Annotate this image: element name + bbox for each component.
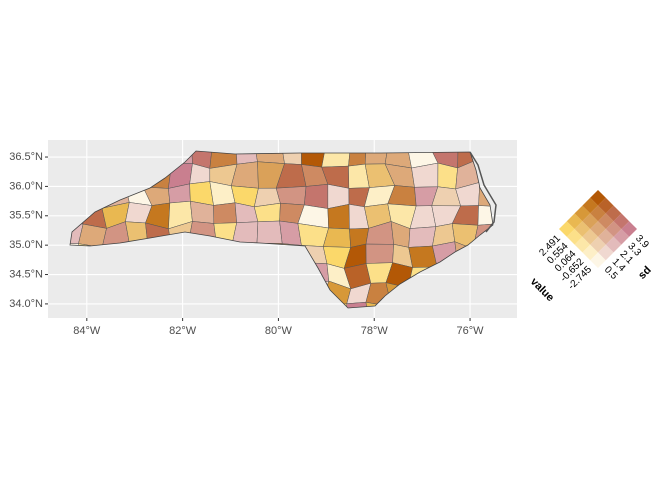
x-tick-label: 78°W <box>361 325 389 337</box>
legend-cell <box>598 197 614 214</box>
x-tick-label: 76°W <box>457 325 485 337</box>
county <box>256 220 283 244</box>
county <box>408 245 438 268</box>
legend-x-title: value <box>528 276 556 304</box>
county <box>365 243 394 264</box>
legend-cell <box>590 221 606 237</box>
legend-cell <box>598 229 614 245</box>
state-outline <box>69 150 494 309</box>
y-tick-label: 35.5°N <box>9 210 43 222</box>
y-tick-label: 35.0°N <box>9 239 43 251</box>
outer-banks <box>469 151 497 233</box>
legend-cell <box>582 213 598 229</box>
y-tick-label: 34.5°N <box>9 268 43 280</box>
county <box>327 203 350 230</box>
county <box>477 205 493 226</box>
legend-cell <box>574 221 591 237</box>
legend-cell <box>582 229 598 245</box>
legend-cell <box>590 190 606 206</box>
legend-cell <box>574 236 591 253</box>
legend-cell <box>559 221 575 237</box>
county <box>345 301 371 308</box>
legend-cell <box>598 244 614 261</box>
legend-cell <box>605 205 622 222</box>
county <box>275 186 307 206</box>
legend-cell <box>590 236 606 253</box>
legend-cell <box>582 244 598 261</box>
y-tick-label: 36.5°N <box>9 151 43 163</box>
legend-cell <box>590 252 606 268</box>
legend-y-title: sd <box>636 264 654 282</box>
x-tick-label: 82°W <box>169 325 197 337</box>
county <box>437 162 458 190</box>
legend-cell <box>574 205 591 222</box>
legend-cell <box>590 205 606 222</box>
y-tick-label: 34.0°N <box>9 298 43 310</box>
legend-cell <box>582 197 598 214</box>
legend-cell <box>613 229 630 245</box>
county <box>304 184 329 209</box>
legend-cell <box>566 213 583 229</box>
x-tick-label: 80°W <box>265 325 293 337</box>
x-tick-label: 84°W <box>73 325 101 337</box>
county <box>78 223 107 248</box>
legend-cell <box>613 213 630 229</box>
county <box>213 202 237 224</box>
county <box>408 226 437 248</box>
legend-cell <box>598 213 614 229</box>
y-tick-label: 36.0°N <box>9 180 43 192</box>
legend-cell <box>566 229 583 245</box>
legend-cell <box>605 236 622 253</box>
legend-cell <box>605 221 622 237</box>
legend-cell <box>621 221 637 237</box>
